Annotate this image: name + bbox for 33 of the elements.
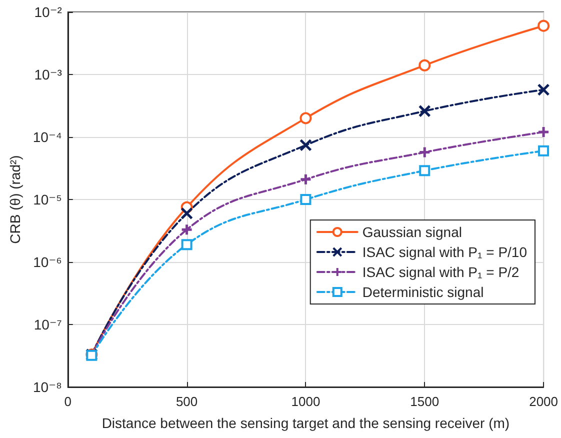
x-tick-label: 2000 <box>529 394 558 409</box>
x-axis-title: Distance between the sensing target and the sensing receiver (m) <box>102 415 510 431</box>
point <box>418 146 431 159</box>
point <box>538 20 550 32</box>
point <box>300 112 312 124</box>
y-tick-label: 10⁻⁵ <box>33 192 62 208</box>
y-tick-label: 10⁻⁴ <box>32 129 62 145</box>
y-tick-label: 10⁻⁶ <box>33 254 62 270</box>
point <box>418 59 431 72</box>
point <box>180 223 194 236</box>
y-tick-label: 10⁻⁷ <box>34 316 62 332</box>
y-tick-label: 10⁻³ <box>34 66 62 82</box>
y-tick-label: 10⁻² <box>34 4 62 20</box>
point <box>418 104 431 118</box>
y-tick-label: 10⁻⁸ <box>33 379 62 395</box>
point <box>537 84 550 96</box>
legend-label: ISAC signal with P₁ = P/10 <box>362 244 528 260</box>
point <box>300 194 312 205</box>
y-axis-title: CRB (θ) (rad²) <box>7 155 23 244</box>
point <box>537 126 550 138</box>
legend-label: Gaussian signal <box>362 224 462 240</box>
legend-label: Deterministic signal <box>362 284 484 300</box>
point <box>181 239 192 250</box>
legend-label: ISAC signal with P₁ = P/2 <box>362 264 520 280</box>
point <box>299 173 312 186</box>
point <box>538 145 550 156</box>
point <box>419 165 430 176</box>
point <box>299 138 312 152</box>
x-tick-label: 1500 <box>410 394 440 409</box>
point <box>180 207 194 220</box>
x-tick-label: 500 <box>176 394 198 409</box>
x-tick-label: 0 <box>64 394 72 409</box>
x-tick-label: 1000 <box>291 394 320 409</box>
